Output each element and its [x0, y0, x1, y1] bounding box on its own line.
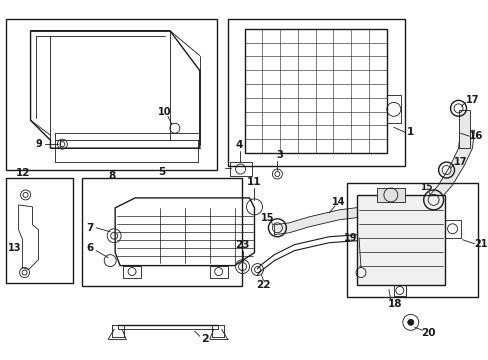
Polygon shape	[458, 110, 469, 148]
Bar	[244, 29, 386, 153]
Text: 8: 8	[108, 171, 116, 181]
Bar	[229, 162, 251, 176]
Bar	[386, 95, 400, 123]
Text: 1: 1	[407, 127, 413, 137]
Text: 16: 16	[468, 131, 483, 141]
Text: 22: 22	[256, 279, 270, 289]
Text: 5: 5	[158, 167, 165, 177]
Bar	[356, 195, 444, 284]
Text: 9: 9	[35, 139, 42, 149]
Text: 2: 2	[201, 334, 208, 344]
Text: 3: 3	[275, 150, 282, 160]
Bar	[209, 266, 227, 278]
Text: 7: 7	[86, 223, 94, 233]
Circle shape	[407, 319, 413, 325]
Bar	[444, 220, 460, 238]
Text: 14: 14	[332, 197, 345, 207]
Text: 11: 11	[247, 177, 261, 187]
Text: 20: 20	[421, 328, 435, 338]
Text: 19: 19	[344, 233, 357, 243]
Text: 4: 4	[235, 140, 243, 150]
Bar	[6, 19, 216, 170]
Bar	[6, 178, 73, 283]
Text: 13: 13	[8, 243, 21, 253]
Bar	[346, 183, 477, 297]
Text: 21: 21	[474, 239, 487, 249]
Text: 6: 6	[86, 243, 94, 253]
Bar	[393, 284, 405, 296]
Text: 18: 18	[387, 300, 401, 309]
Text: 17: 17	[465, 95, 478, 105]
Polygon shape	[425, 130, 473, 200]
Text: 15: 15	[260, 213, 274, 223]
Bar	[123, 266, 141, 278]
Polygon shape	[274, 195, 433, 235]
Text: 23: 23	[235, 240, 249, 250]
Text: 15: 15	[420, 184, 432, 193]
Text: 10: 10	[158, 107, 171, 117]
Text: 17: 17	[453, 157, 467, 167]
Bar	[376, 188, 404, 202]
Bar	[227, 19, 404, 166]
Bar	[82, 178, 241, 285]
Text: 12: 12	[15, 168, 30, 178]
